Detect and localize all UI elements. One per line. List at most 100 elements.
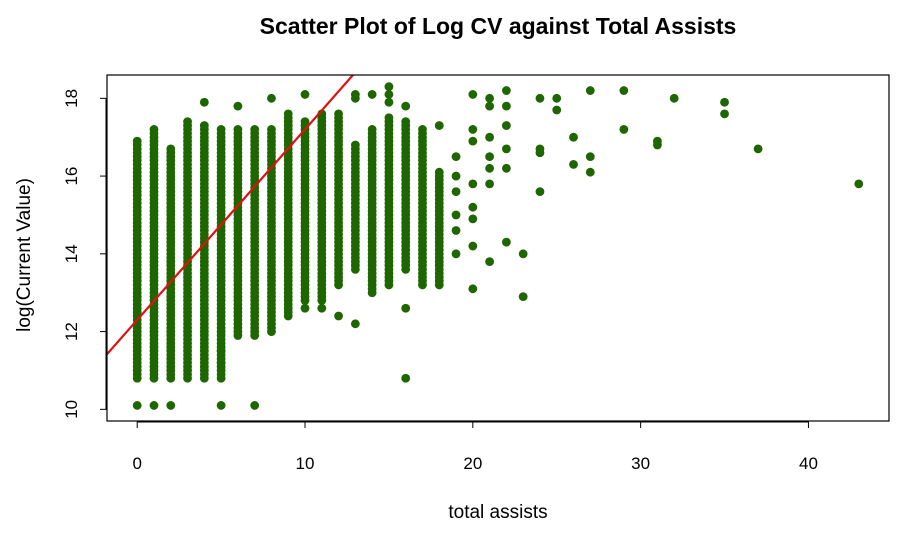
scatter-point (468, 214, 478, 224)
scatter-point (518, 292, 528, 301)
scatter-point (300, 303, 310, 313)
scatter-point (552, 105, 562, 115)
scatter-point (401, 117, 411, 127)
scatter-point (401, 303, 411, 313)
scatter-point (468, 284, 478, 294)
scatter-point (501, 237, 511, 247)
scatter-point (216, 401, 226, 410)
x-axis-label: total assists (448, 502, 547, 523)
ticks-layer: 0 10 20 30 40 10 12 14 16 18 (62, 89, 818, 473)
x-tick-label: 0 (132, 454, 141, 473)
scatter-point (384, 90, 394, 99)
points-layer (107, 75, 864, 410)
scatter-point (720, 109, 729, 119)
scatter-point (585, 167, 595, 177)
scatter-point (233, 101, 243, 111)
scatter-point (451, 249, 461, 259)
y-tick-label: 16 (62, 167, 81, 186)
scatter-point (233, 125, 243, 134)
chart-title: Scatter Plot of Log CV against Total Ass… (260, 13, 737, 39)
scatter-point (535, 148, 545, 158)
scatter-point (367, 90, 377, 99)
scatter-point (300, 90, 310, 99)
scatter-point (350, 93, 360, 103)
scatter-point (468, 125, 478, 134)
x-tick-label: 40 (799, 454, 818, 473)
scatter-point (132, 136, 142, 146)
scatter-point (468, 241, 478, 251)
scatter-point (468, 136, 478, 146)
scatter-point (250, 125, 260, 134)
scatter-point (535, 93, 545, 103)
scatter-point (250, 401, 260, 410)
scatter-point (485, 93, 495, 103)
scatter-point (485, 132, 495, 142)
y-tick-label: 12 (62, 322, 81, 341)
scatter-point (619, 125, 629, 134)
scatter-point (384, 97, 394, 107)
scatter-point (468, 202, 478, 212)
scatter-point (501, 121, 511, 130)
scatter-point (183, 117, 192, 127)
scatter-point (669, 93, 679, 103)
scatter-point (350, 319, 360, 329)
scatter-point (434, 121, 444, 130)
scatter-point (501, 86, 511, 95)
scatter-point (166, 144, 176, 154)
scatter-point (199, 97, 209, 107)
scatter-point (401, 101, 411, 111)
scatter-point (216, 358, 226, 368)
scatter-point (485, 152, 495, 162)
scatter-point (485, 179, 495, 189)
regression-line (107, 75, 355, 355)
scatter-point (434, 167, 444, 177)
scatter-point (350, 140, 360, 150)
y-tick-label: 14 (62, 244, 81, 263)
scatter-point (451, 152, 461, 162)
x-tick-label: 20 (463, 454, 482, 473)
scatter-point (485, 101, 495, 111)
scatter-point (535, 187, 545, 197)
scatter-point (552, 93, 562, 103)
scatter-point (485, 163, 495, 173)
scatter-point (216, 125, 226, 134)
scatter-point (317, 303, 327, 313)
scatter-point (619, 86, 629, 95)
scatter-point (367, 125, 377, 134)
scatter-point (653, 140, 662, 150)
scatter-point (199, 121, 209, 130)
plot-frame (106, 74, 890, 422)
scatter-point (451, 187, 461, 197)
x-tick-label: 30 (631, 454, 650, 473)
scatter-point (585, 86, 595, 95)
scatter-point (166, 401, 176, 410)
scatter-point (384, 113, 394, 123)
scatter-point (267, 93, 276, 103)
scatter-point (501, 163, 511, 173)
scatter-point (569, 160, 578, 169)
scatter-point (451, 171, 461, 181)
scatter-point (468, 179, 478, 189)
scatter-point (132, 401, 142, 410)
scatter-point (401, 373, 411, 383)
scatter-point (334, 311, 343, 321)
scatter-point (485, 257, 495, 267)
y-tick-label: 18 (62, 89, 81, 108)
scatter-point (753, 144, 763, 154)
scatter-point (468, 90, 478, 99)
scatter-point (501, 101, 511, 111)
scatter-point (300, 117, 310, 127)
scatter-point (585, 152, 595, 162)
x-tick-label: 10 (296, 454, 315, 473)
scatter-point (518, 249, 528, 259)
y-axis-label: log(Current Value) (14, 178, 35, 332)
scatter-point (334, 109, 343, 119)
scatter-point (283, 109, 293, 119)
scatter-point (267, 125, 276, 134)
scatter-point (216, 346, 226, 356)
scatter-point (854, 179, 864, 189)
y-tick-label: 10 (62, 400, 81, 419)
scatter-point (451, 210, 461, 220)
scatter-point (501, 144, 511, 154)
